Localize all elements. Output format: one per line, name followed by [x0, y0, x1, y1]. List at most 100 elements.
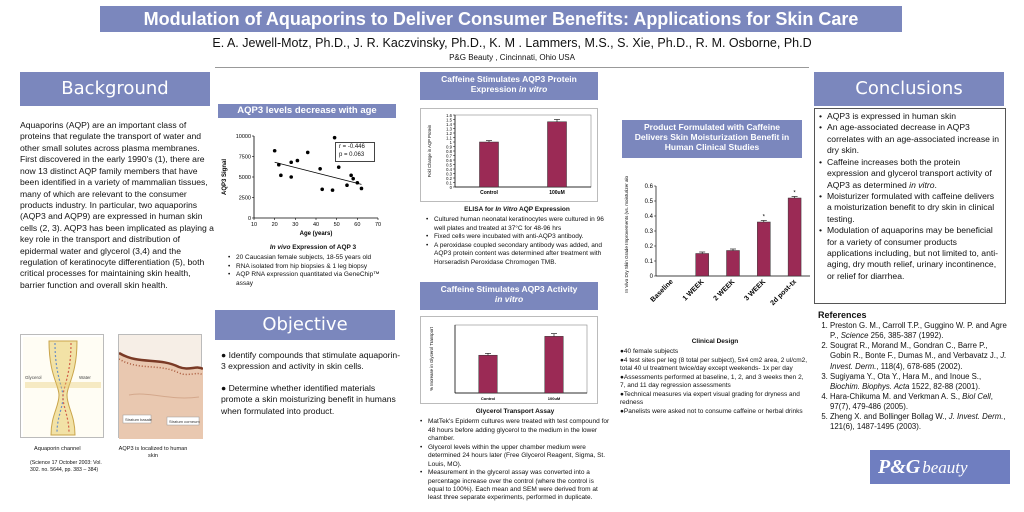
list-item: ●4 test sites per leg (8 total per subje… [620, 356, 808, 373]
category-label: 2d post-tx [769, 278, 798, 307]
data-point [289, 160, 293, 165]
caffeine-activity-bars: Control 100uM % Increase in Glycerol Trans… [429, 324, 588, 401]
aqp-age-heading: AQP3 levels decrease with age [218, 104, 396, 118]
conclusions-list: AQP3 is expressed in human skinAn age-as… [819, 111, 1001, 282]
y-tick-label: 0.2 [446, 176, 452, 181]
y-tick-label: 0.1 [645, 259, 654, 265]
objective-item: ● Determine whether identified materials… [221, 382, 396, 416]
conclusions-heading: Conclusions [814, 72, 1004, 106]
significance-mark: * [763, 215, 766, 221]
caffeine-activity-bullets: MatTek's Epiderm cultures were treated w… [420, 418, 610, 502]
ca-caption: Glycerol Transport Assay [475, 408, 555, 415]
ce-heading-em: in vitro [518, 84, 548, 95]
conclusions-box: AQP3 is expressed in human skinAn age-as… [814, 108, 1006, 304]
data-point [349, 173, 353, 178]
skin-staining-image: Stratum basale Stratum corneum [118, 334, 204, 439]
list-item: ●40 female subjects [620, 348, 679, 356]
y-tick-label: 1.3 [446, 126, 452, 131]
data-point [336, 165, 341, 169]
list-item: ●Technical measures via expert visual gr… [620, 390, 800, 407]
background-text: Aquaporins (AQP) are an important class … [20, 120, 214, 290]
reference-item: Sugiyama Y., Ota Y., Hara M., and Inoue … [830, 372, 1008, 392]
y-tick-label: 7500 [239, 155, 251, 161]
product-heading: Product Formulated with Caffeine Deliver… [622, 120, 802, 158]
list-item: Cultured human neonatal keratinocytes we… [426, 216, 608, 233]
x-tick-label: 30 [292, 222, 298, 228]
product-notes: ●40 female subjects ●4 test sites per leg… [620, 348, 810, 416]
ce-caption-pre: ELISA for [464, 206, 496, 213]
references-list: Preston G. M., Carroll T.P., Guggino W. … [818, 321, 1008, 432]
data-point [295, 158, 300, 163]
affiliation: P&G Beauty , Cincinnati, Ohio USA [449, 53, 575, 62]
stats-p: p = 0.063 [339, 151, 365, 158]
category-label: Baseline [650, 278, 675, 303]
label-stratum-basale: Stratum basale [125, 417, 153, 422]
y-tick-label: 0.1 [446, 180, 452, 185]
image-citation: (Science 17 October 2003: Vol. 302. no. … [30, 460, 102, 473]
y-tick-label: 0.4 [645, 214, 654, 220]
aqp-age-caption: In vivo Expression of AQP 3 20 Caucasian… [228, 244, 398, 288]
data-point [320, 187, 324, 192]
data-point [359, 186, 364, 191]
reference-item: Sougrat R., Morand M., Gondran C., Barre… [830, 341, 1008, 371]
category-label: 1 WEEK [682, 278, 706, 302]
y-tick-label: 0.2 [645, 244, 654, 250]
aquaporin-caption: Aquaporin channel [34, 446, 81, 452]
list-item: Glycerol levels within the upper chamber… [420, 444, 610, 469]
data-point [332, 135, 337, 140]
y-axis-label: Fold Change in AQP Protein [427, 124, 432, 177]
ca-heading-line2: in vitro [494, 294, 524, 305]
data-point [305, 150, 310, 155]
category-label: 2 WEEK [712, 278, 736, 302]
category-label: 100uM [549, 190, 565, 196]
bar [695, 253, 709, 277]
aquaporin-channel-image: Glycerol Water [20, 334, 104, 438]
y-tick-label: 0.4 [446, 167, 452, 172]
caption-rest: Expression of AQP 3 [290, 244, 357, 251]
y-tick-label: 0.5 [645, 199, 654, 205]
x-tick-label: 10 [251, 222, 257, 228]
data-point [345, 183, 349, 187]
caffeine-expression-bullets: Cultured human neonatal keratinocytes we… [426, 216, 608, 267]
y-tick-label: 0.5 [446, 162, 452, 167]
product-caption: Clinical Design ●40 female subjects ●4 te… [620, 338, 810, 416]
ce-heading-line1: Caffeine Stimulates AQP3 Protein [441, 74, 577, 84]
product-chart: 0 0.1 0.2 0.3 0.4 0.5 0.6 Baseline 1 WEEK 2 WEEK *… [614, 169, 814, 332]
aquaporin-illustration: Glycerol Water [23, 337, 103, 437]
y-tick-label: 1.4 [446, 122, 452, 127]
authors: E. A. Jewell-Motz, Ph.D., J. R. Kaczvins… [212, 36, 812, 50]
caffeine-expression-caption: ELISA for In Vitro AQP Expression Cultur… [426, 206, 608, 267]
y-tick-label: 0 [248, 216, 251, 222]
skin-section-illustration: Stratum basale Stratum corneum [118, 351, 204, 439]
list-item: A peroxidase coupled secondary antibody … [426, 242, 608, 267]
product-bars: 0 0.1 0.2 0.3 0.4 0.5 0.6 Baseline 1 WEEK 2 WEEK *… [624, 169, 810, 307]
y-tick-label: 1.5 [446, 117, 452, 122]
plot-frame [454, 114, 592, 188]
logo-brand: P&G [878, 456, 921, 478]
conclusion-item: AQP3 is expressed in human skin [819, 111, 1001, 123]
caption-em: In vivo [269, 244, 291, 251]
ce-heading-line2: Expression [470, 84, 519, 95]
data-point [279, 173, 283, 178]
list-item: 20 Caucasian female subjects, 18-55 year… [228, 254, 398, 263]
pg-beauty-logo: P&G beauty [870, 450, 1010, 484]
aqp-age-chart: 10 20 30 40 50 60 70 0 2500 5000 7500 10000 Age (yea… [218, 128, 388, 238]
reference-item: Hara-Chikuma M. and Verkman A. S., Biol … [830, 392, 1008, 412]
x-axis-label: Age (years) [300, 231, 333, 237]
aqp3-localization-caption: AQP3 is localized to human skin [118, 446, 188, 459]
ca-heading-line1: Caffeine Stimulates AQP3 Activity [440, 284, 578, 294]
background-heading: Background [20, 72, 210, 106]
data-point [318, 167, 322, 171]
aqp-age-bullets: 20 Caucasian female subjects, 18-55 year… [228, 254, 398, 288]
y-tick-label: 0 [450, 185, 453, 190]
list-item: Measurement in the glycerol assay was co… [420, 469, 610, 503]
category-label: 100uM [548, 396, 561, 401]
y-tick-label: 0.6 [645, 184, 654, 190]
data-point [351, 176, 355, 181]
list-item: Fixed cells were incubated with anti-AQP… [426, 233, 608, 242]
caffeine-activity-caption: Glycerol Transport Assay MatTek's Epider… [420, 408, 610, 503]
y-tick-label: 0.3 [645, 229, 654, 235]
references: References Preston G. M., Carroll T.P., … [818, 310, 1008, 432]
data-point [330, 188, 335, 192]
x-tick-label: 50 [334, 222, 340, 228]
